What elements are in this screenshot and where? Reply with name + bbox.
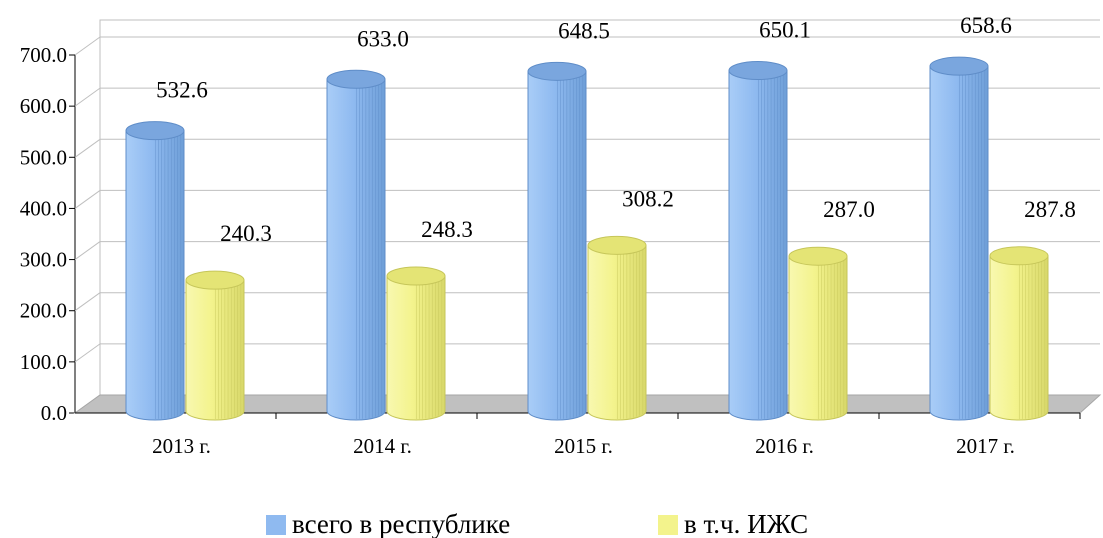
gridline-side <box>74 343 101 363</box>
legend-swatch <box>658 515 678 535</box>
y-tick-label: 0.0 <box>41 401 67 425</box>
x-tick-label: 2015 г. <box>554 434 613 458</box>
bar-top <box>788 246 848 266</box>
gridline-side <box>74 138 101 158</box>
data-label: 648.5 <box>558 18 610 43</box>
bar-top <box>527 61 587 81</box>
data-label: 287.0 <box>823 197 875 222</box>
data-label: 287.8 <box>1024 197 1076 222</box>
y-tick-label: 300.0 <box>20 248 67 272</box>
bar-top <box>587 235 647 255</box>
x-tick-label: 2017 г. <box>956 434 1015 458</box>
bar <box>587 235 647 421</box>
y-tick-label: 600.0 <box>20 94 67 118</box>
data-label: 532.6 <box>156 78 208 103</box>
bar <box>728 61 788 421</box>
y-tick-label: 100.0 <box>20 350 67 374</box>
bar <box>125 121 185 421</box>
bar <box>788 246 848 421</box>
x-tick-label: 2013 г. <box>152 434 211 458</box>
legend-swatch <box>266 515 286 535</box>
legend-item: всего в республике <box>266 509 510 538</box>
bar-top <box>185 270 245 290</box>
data-label: 658.6 <box>960 13 1012 38</box>
bar <box>929 56 989 421</box>
labels-layer: 532.6 240.3 2013 г. 633.0 248.3 2014 г. 648.5 3… <box>152 13 1076 458</box>
bar-top <box>386 266 446 286</box>
legend-label: всего в республике <box>292 509 510 538</box>
bar <box>185 270 245 421</box>
bar <box>527 61 587 421</box>
gridline-side <box>74 292 101 312</box>
legend: всего в республике в т.ч. ИЖС <box>266 509 808 538</box>
y-tick-label: 200.0 <box>20 299 67 323</box>
x-tick-label: 2016 г. <box>755 434 814 458</box>
bar-top <box>989 246 1049 266</box>
gridline-side <box>74 241 101 260</box>
data-label: 633.0 <box>357 26 409 51</box>
bars-layer <box>125 56 1049 421</box>
bar-top <box>125 121 185 141</box>
bar <box>386 266 446 421</box>
gridline-side <box>74 87 101 107</box>
data-label: 308.2 <box>622 186 674 211</box>
bar <box>989 246 1049 421</box>
data-label: 650.1 <box>759 18 811 43</box>
x-tick-label: 2014 г. <box>353 434 412 458</box>
bar-top <box>929 56 989 76</box>
back-wall-frame <box>99 19 1100 395</box>
bar <box>326 69 386 421</box>
legend-item: в т.ч. ИЖС <box>658 509 808 538</box>
gridline-side <box>74 36 101 56</box>
data-label: 248.3 <box>421 217 473 242</box>
y-tick-label: 700.0 <box>20 43 67 67</box>
y-tick-label: 400.0 <box>20 196 67 220</box>
bar-top <box>326 69 386 89</box>
gridline-side <box>74 190 101 209</box>
legend-label: в т.ч. ИЖС <box>684 509 808 538</box>
data-label: 240.3 <box>220 221 272 246</box>
bar-top <box>728 61 788 81</box>
y-tick-label: 500.0 <box>20 145 67 169</box>
